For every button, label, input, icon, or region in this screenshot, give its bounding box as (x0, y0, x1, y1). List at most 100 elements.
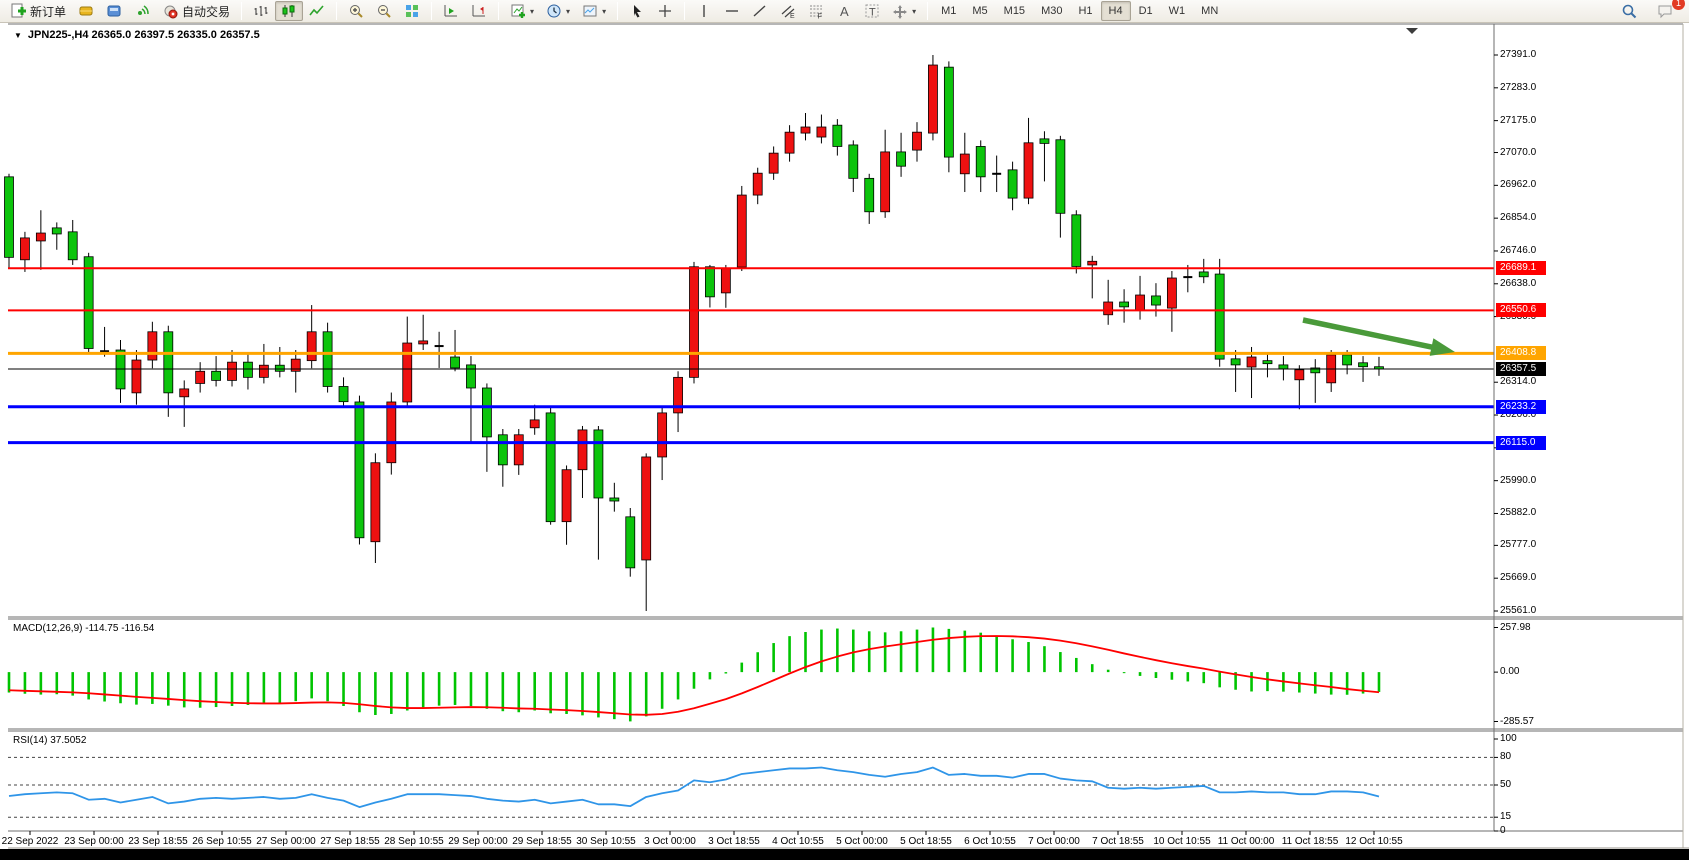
candle (880, 129, 891, 218)
fibo-icon: F (810, 5, 823, 20)
candle (322, 322, 333, 393)
search-icon (1622, 4, 1637, 19)
price-tick-label: 25990.0 (1500, 474, 1537, 486)
dropdown-arrow-icon: ▾ (912, 6, 917, 16)
time-axis-label: 11 Oct 00:00 (1217, 836, 1275, 847)
candle (4, 173, 14, 268)
market-watch-button[interactable] (100, 1, 128, 21)
candle (1310, 359, 1321, 403)
linechart-icon (309, 5, 324, 16)
candle (497, 429, 508, 487)
candle (1103, 279, 1114, 325)
timeframe-label: H4 (1108, 5, 1123, 17)
templates-button[interactable]: ▾ (576, 1, 612, 21)
template-icon (583, 5, 597, 17)
candle (466, 356, 476, 443)
candlestick-button[interactable] (275, 1, 304, 21)
auto-scroll-button[interactable] (437, 1, 465, 21)
time-axis-label: 26 Sep 10:55 (192, 836, 252, 847)
current-price-badge: 26357.5 (1496, 362, 1546, 376)
toolbar-separator (431, 2, 433, 20)
price-tick-label: 26854.0 (1500, 212, 1537, 224)
svg-text:A: A (840, 4, 849, 19)
candle (1198, 258, 1209, 284)
trendline-button[interactable] (746, 1, 774, 21)
candle (561, 465, 572, 545)
chart-window[interactable]: ▼ JPN225-,H4 26365.0 26397.5 26335.0 263… (0, 23, 1689, 849)
time-axis-label: 6 Oct 10:55 (964, 836, 1016, 847)
time-axis-label: 27 Sep 18:55 (320, 836, 380, 847)
clock-icon (547, 4, 561, 18)
candle (386, 392, 397, 475)
auto-scroll-icon (444, 5, 458, 17)
label-button[interactable]: T (858, 1, 886, 21)
candle (928, 55, 938, 141)
timeframe-button-m15[interactable]: M15 (996, 1, 1033, 21)
line-chart-button[interactable] (303, 1, 331, 21)
price-tick-label: 27283.0 (1500, 81, 1537, 93)
toolbar-separator (927, 2, 929, 20)
svg-text:F: F (818, 14, 822, 20)
candle (1246, 346, 1257, 399)
autotrade-icon (164, 5, 178, 19)
line-price-badge: 26233.2 (1496, 399, 1546, 414)
timeframe-label: MN (1201, 5, 1219, 17)
time-axis-label: 3 Oct 18:55 (708, 836, 760, 847)
zoom-out-button[interactable] (370, 1, 398, 21)
timeframe-button-m5[interactable]: M5 (964, 1, 995, 21)
zoom-in-button[interactable] (342, 1, 370, 21)
new-order-button[interactable]: 新订单 (4, 1, 72, 21)
price-tick-label: 25561.0 (1500, 605, 1537, 616)
price-chart-canvas[interactable] (0, 23, 1689, 849)
chart-shift-marker-icon[interactable] (1406, 28, 1418, 34)
candle (1039, 131, 1050, 182)
candle (912, 122, 922, 162)
crosshair-icon (659, 5, 672, 17)
timeframe-button-m1[interactable]: M1 (933, 1, 964, 21)
notifications-button[interactable]: 1 (1651, 0, 1685, 21)
arrows-button[interactable]: ▾ (886, 1, 922, 21)
horizontal-line-button[interactable] (718, 1, 746, 21)
tile-windows-button[interactable] (398, 1, 426, 21)
fibonacci-button[interactable]: F (802, 1, 830, 21)
search-button[interactable] (1615, 1, 1643, 21)
blue-panel-icon (107, 5, 121, 17)
channel-button[interactable]: E (774, 1, 802, 21)
cursor-button[interactable] (623, 1, 651, 21)
chat-icon (1658, 5, 1672, 19)
line-price-badge: 26408.8 (1496, 346, 1546, 361)
chart-shift-button[interactable] (465, 1, 493, 21)
timeframe-button-w1[interactable]: W1 (1161, 1, 1194, 21)
macd-tick-label: 0.00 (1500, 666, 1520, 678)
rsi-tick-label: 100 (1500, 733, 1517, 744)
timeframe-button-m30[interactable]: M30 (1033, 1, 1070, 21)
candle (434, 331, 444, 368)
chart-profile-button[interactable] (72, 1, 100, 21)
notification-badge: 1 (1672, 0, 1685, 10)
trend-arrow-object[interactable] (1302, 317, 1455, 356)
new-chart-button[interactable]: ▾ (504, 1, 540, 21)
time-axis-label: 29 Sep 18:55 (512, 836, 572, 847)
time-axis-label: 23 Sep 18:55 (128, 836, 188, 847)
price-tick-label: 25882.0 (1500, 507, 1537, 519)
timeframe-button-h1[interactable]: H1 (1070, 1, 1100, 21)
timeframe-button-mn[interactable]: MN (1193, 1, 1226, 21)
autotrading-button[interactable]: 自动交易 (156, 1, 236, 21)
timeframe-button-h4[interactable]: H4 (1100, 1, 1131, 21)
crosshair-button[interactable] (651, 1, 679, 21)
candle (768, 146, 779, 180)
candle (736, 185, 747, 272)
signals-button[interactable] (128, 1, 156, 21)
text-a-icon: A (840, 4, 849, 19)
periods-button[interactable]: ▾ (540, 1, 576, 21)
vertical-line-button[interactable] (690, 1, 718, 21)
timeframe-button-d1[interactable]: D1 (1131, 1, 1161, 21)
chart-shift-icon (472, 5, 486, 17)
candle (593, 425, 604, 560)
text-button[interactable]: A (830, 1, 858, 21)
timeframe-label: D1 (1138, 5, 1153, 17)
price-tick-label: 26638.0 (1500, 277, 1537, 289)
rsi-tick-label: 50 (1500, 779, 1512, 790)
bar-chart-button[interactable] (247, 1, 275, 21)
